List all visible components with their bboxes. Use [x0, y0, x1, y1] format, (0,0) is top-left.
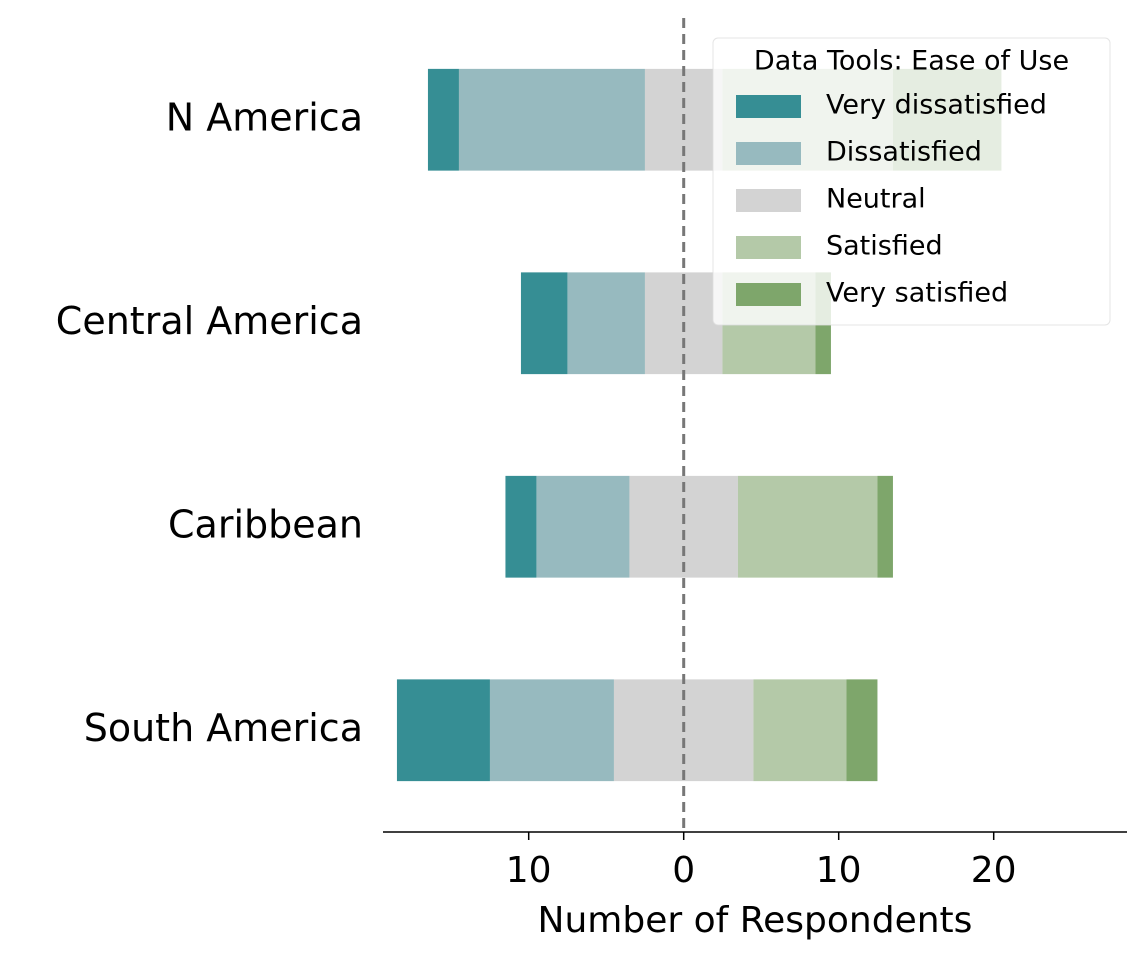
x-tick-label: 10 [816, 850, 862, 891]
legend-swatch [736, 189, 801, 212]
legend-label: Very dissatisfied [826, 90, 1047, 121]
legend-swatch [736, 95, 801, 118]
x-tick-label: 20 [971, 850, 1017, 891]
legend-swatch [736, 142, 801, 165]
legend-label: Neutral [826, 184, 926, 215]
x-tick-label: 0 [672, 850, 695, 891]
y-tick-label: Central America [56, 299, 363, 343]
legend-label: Very satisfied [826, 278, 1008, 309]
x-tick-label: 10 [506, 850, 552, 891]
bar-segment [567, 272, 645, 375]
y-tick-label: N America [166, 95, 363, 139]
y-tick-label: South America [84, 706, 363, 750]
bar-segment [737, 475, 878, 578]
legend-label: Satisfied [826, 231, 943, 262]
legend-title: Data Tools: Ease of Use [754, 46, 1069, 77]
bar-segment [505, 475, 537, 578]
bar-segment [846, 679, 878, 782]
bar-segment [520, 272, 568, 375]
legend-label: Dissatisfied [826, 137, 982, 168]
bar-segment [489, 679, 614, 782]
legend-swatch [736, 283, 801, 306]
bar-segment [396, 679, 490, 782]
bar-segment [427, 68, 459, 171]
bar-segment [753, 679, 847, 782]
x-axis-label: Number of Respondents [538, 900, 973, 941]
bar-segment [536, 475, 630, 578]
legend-box [712, 37, 1111, 326]
legend-swatch [736, 236, 801, 259]
bar-segment [458, 68, 645, 171]
bar-segment [629, 475, 738, 578]
y-tick-label: Caribbean [168, 502, 363, 546]
bar-segment [877, 475, 893, 578]
